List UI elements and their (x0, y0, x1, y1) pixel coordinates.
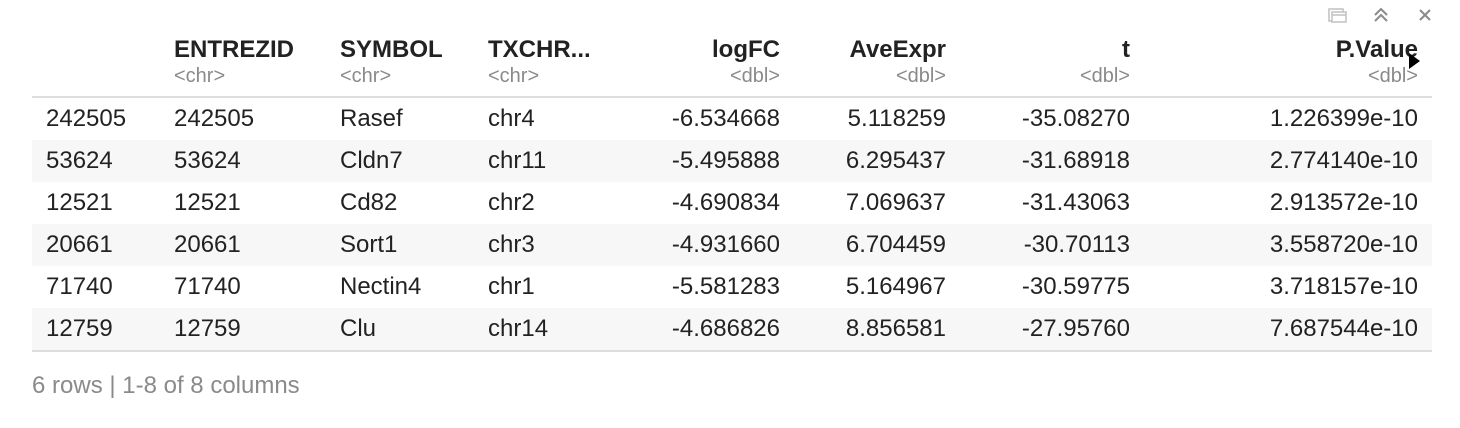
column-type: <chr> (340, 65, 392, 87)
column-name: TXCHR... (488, 36, 591, 63)
table-cell: 53624 (174, 147, 241, 174)
table-cell: 20661 (174, 231, 241, 258)
table-cell: 7.687544e-10 (1269, 315, 1418, 342)
column-header[interactable]: t <dbl> (960, 30, 1144, 97)
chunk-output-toolbar (1324, 4, 1438, 26)
rowname-column-header (32, 30, 160, 97)
table-cell: -4.686826 (671, 315, 780, 342)
table-cell: 5.118259 (847, 105, 946, 132)
table-row: 242505 242505 Rasef chr4 -6.534668 5.118259 -3… (32, 97, 1432, 140)
table-cell: chr14 (488, 315, 549, 342)
table-cell: 12521 (174, 189, 241, 216)
table-cell: 1.226399e-10 (1269, 105, 1418, 132)
table-cell: -35.08270 (1021, 105, 1130, 132)
table-cell: 8.856581 (845, 315, 946, 342)
table-row: 12521 12521 Cd82 chr2 -4.690834 7.069637 -31.4… (32, 182, 1432, 224)
column-header[interactable]: AveExpr <dbl> (794, 30, 960, 97)
column-type: <dbl> (1367, 65, 1418, 87)
table-row: 71740 71740 Nectin4 chr1 -5.581283 5.164967 -3… (32, 266, 1432, 308)
row-name-cell: 12759 (46, 315, 113, 342)
table-row: 53624 53624 Cldn7 chr11 -5.495888 6.295437 -31… (32, 140, 1432, 182)
table-cell: Rasef (340, 105, 403, 132)
column-header[interactable]: SYMBOL <chr> (326, 30, 474, 97)
table-cell: -27.95760 (1021, 315, 1130, 342)
table-header-row: ENTREZID <chr> SYMBOL <chr> TXCHR... <chr> log… (32, 30, 1432, 97)
table-cell: chr11 (488, 147, 547, 174)
close-icon[interactable] (1412, 4, 1438, 26)
row-name-cell: 53624 (46, 147, 113, 174)
table-cell: -31.68918 (1021, 147, 1130, 174)
column-header[interactable]: P.Value <dbl> (1144, 30, 1432, 97)
column-name: logFC (712, 36, 780, 63)
column-name: t (1122, 36, 1130, 63)
table-cell: -31.43063 (1021, 189, 1130, 216)
table-cell: -5.495888 (671, 147, 780, 174)
column-name: ENTREZID (174, 36, 294, 63)
table-cell: 5.164967 (845, 273, 946, 300)
row-name-cell: 71740 (46, 273, 113, 300)
table-cell: -30.59775 (1021, 273, 1130, 300)
table-cell: 2.913572e-10 (1269, 189, 1418, 216)
data-table: ENTREZID <chr> SYMBOL <chr> TXCHR... <chr> log… (32, 30, 1432, 352)
column-name: SYMBOL (340, 36, 443, 63)
table-cell: Nectin4 (340, 273, 422, 300)
table-cell: -6.534668 (671, 105, 780, 132)
column-type: <chr> (488, 65, 540, 87)
table-cell: -4.931660 (671, 231, 780, 258)
column-header[interactable]: logFC <dbl> (610, 30, 794, 97)
column-type: <chr> (174, 65, 226, 87)
table-cell: 3.558720e-10 (1269, 231, 1418, 258)
row-name-cell: 12521 (46, 189, 113, 216)
column-header[interactable]: TXCHR... <chr> (474, 30, 610, 97)
collapse-icon[interactable] (1368, 4, 1394, 26)
table-cell: 242505 (174, 105, 255, 132)
table-cell: Clu (340, 315, 377, 342)
column-name: P.Value (1335, 36, 1418, 63)
column-header[interactable]: ENTREZID <chr> (160, 30, 326, 97)
table-row: 12759 12759 Clu chr14 -4.686826 8.856581 -27.9… (32, 308, 1432, 351)
column-name: AveExpr (849, 36, 947, 63)
open-in-window-icon[interactable] (1324, 4, 1350, 26)
table-cell: chr1 (488, 273, 535, 300)
table-cell: -5.581283 (671, 273, 780, 300)
column-type: <dbl> (895, 65, 946, 87)
table-cell: Cldn7 (340, 147, 403, 174)
column-type: <dbl> (1079, 65, 1130, 87)
table-cell: 6.704459 (845, 231, 946, 258)
table-cell: 3.718157e-10 (1269, 273, 1418, 300)
table-summary: 6 rows | 1-8 of 8 columns (32, 372, 300, 399)
table-cell: 71740 (174, 273, 241, 300)
table-cell: chr2 (488, 189, 535, 216)
table-cell: 7.069637 (845, 189, 946, 216)
table-cell: chr3 (488, 231, 535, 258)
table-cell: -4.690834 (671, 189, 780, 216)
table-cell: 12759 (174, 315, 241, 342)
data-frame-viewer: ENTREZID <chr> SYMBOL <chr> TXCHR... <chr> log… (32, 30, 1432, 352)
table-cell: Cd82 (340, 189, 398, 216)
table-body: 242505 242505 Rasef chr4 -6.534668 5.118259 -3… (32, 97, 1432, 351)
column-type: <dbl> (729, 65, 780, 87)
row-name-cell: 242505 (46, 105, 127, 132)
table-cell: -30.70113 (1023, 231, 1130, 258)
table-row: 20661 20661 Sort1 chr3 -4.931660 6.704459 -30.… (32, 224, 1432, 266)
next-columns-arrow-icon[interactable] (1404, 50, 1424, 72)
table-cell: chr4 (488, 105, 535, 132)
row-name-cell: 20661 (46, 231, 113, 258)
table-cell: 2.774140e-10 (1269, 147, 1418, 174)
table-cell: 6.295437 (845, 147, 946, 174)
table-cell: Sort1 (340, 231, 398, 258)
